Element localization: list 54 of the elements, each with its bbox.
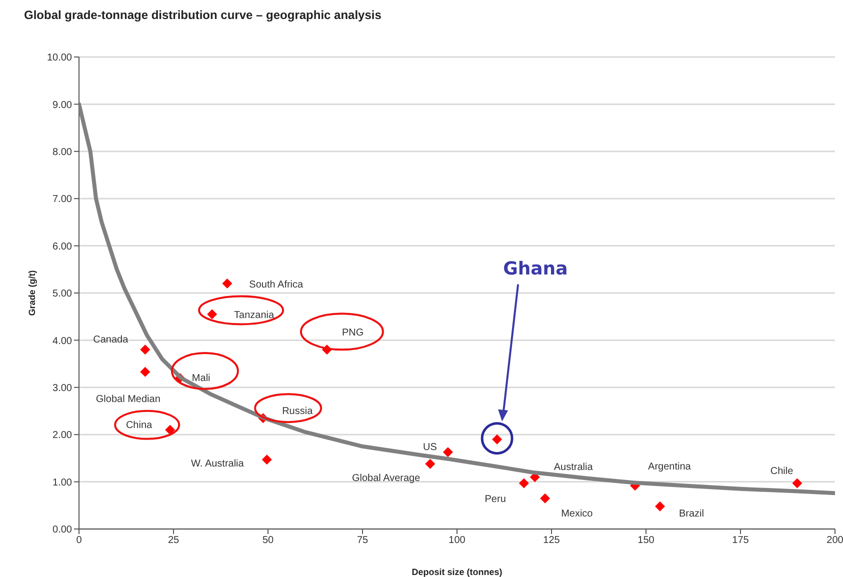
x-tick-label: 50 <box>262 535 274 546</box>
point <box>654 501 665 512</box>
y-tick-label: 10.00 <box>46 52 72 64</box>
point <box>442 447 453 458</box>
annotation: Russia <box>282 406 314 418</box>
x-tick-label: 75 <box>356 535 368 546</box>
y-tick-label: 2.00 <box>52 430 72 442</box>
x-axis-title: Deposit size (tonnes) <box>412 567 502 577</box>
line-series <box>79 102 835 496</box>
annotation: Chile <box>770 466 794 478</box>
annotation: PNG <box>342 328 364 339</box>
annotation: Canada <box>93 334 129 346</box>
point <box>165 424 176 435</box>
y-tick-label: 1.00 <box>52 477 72 488</box>
point <box>140 344 150 355</box>
annotation: Tanzania <box>234 310 275 322</box>
annotation: Brazil <box>678 508 704 520</box>
annotation: South Africa <box>249 280 304 291</box>
x-tick-label: 175 <box>732 535 750 546</box>
annotation: Ghana <box>503 258 568 280</box>
y-tick-label: 6.00 <box>52 241 72 252</box>
annotation: US <box>423 442 438 454</box>
chart-title: Global grade-tonnage distribution curve – geographic analysis <box>24 8 382 22</box>
x-tick-label: 25 <box>168 535 180 546</box>
annotation: Argentina <box>648 462 692 473</box>
x-tick-label: 0 <box>76 535 82 546</box>
annotation: Global Median <box>96 394 160 405</box>
x-tick-label: 125 <box>543 535 560 546</box>
x-tick-label: 150 <box>638 535 655 546</box>
y-tick-label: 9.00 <box>52 100 72 111</box>
point <box>207 309 218 320</box>
y-tick-label: 7.00 <box>52 194 72 206</box>
annotation: Global Average <box>352 472 421 484</box>
x-tick-label: 200 <box>826 535 843 546</box>
point <box>792 478 802 488</box>
annotation: Mali <box>192 372 210 384</box>
point <box>140 366 150 377</box>
y-tick-label: 4.00 <box>52 336 72 347</box>
point <box>425 458 436 469</box>
point <box>540 493 550 504</box>
annotation: Australia <box>554 462 594 474</box>
y-tick-label: 3.00 <box>52 382 72 394</box>
point <box>518 478 529 488</box>
y-tick-label: 0.00 <box>52 524 72 536</box>
annotation: W. Australia <box>191 458 244 470</box>
annotation: Peru <box>484 494 506 506</box>
y-axis-title: Grade (g/t) <box>27 270 37 316</box>
annotation: China <box>126 420 153 431</box>
point <box>262 454 272 465</box>
y-tick-label: 8.00 <box>52 146 72 158</box>
point <box>222 278 232 289</box>
y-tick-label: 5.00 <box>52 288 72 300</box>
x-tick-label: 100 <box>448 535 466 546</box>
annotation: Mexico <box>561 508 594 520</box>
